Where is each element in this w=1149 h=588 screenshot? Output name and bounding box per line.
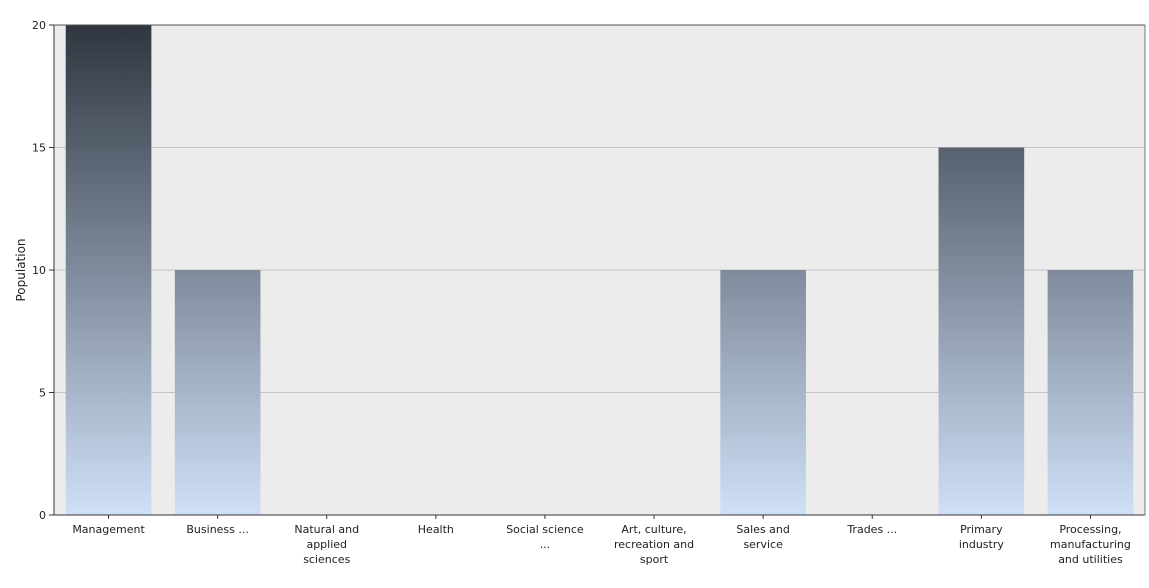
x-category-label-line: Sales and	[736, 523, 789, 536]
x-category-label-line: ...	[540, 538, 551, 551]
bars	[65, 25, 1134, 515]
x-category-label-line: applied	[306, 538, 347, 551]
x-category-label-line: sciences	[303, 553, 350, 566]
x-category-label-line: recreation and	[614, 538, 694, 551]
y-axis-title: Population	[14, 238, 28, 301]
y-tick-label: 10	[32, 264, 46, 277]
x-category-label-line: sport	[640, 553, 669, 566]
bar	[1047, 270, 1134, 515]
bar	[174, 270, 261, 515]
y-tick-label: 0	[39, 509, 46, 522]
x-category-label: Sales and service	[736, 523, 789, 551]
x-category-label-line: industry	[959, 538, 1005, 551]
x-category-label: Art, culture, recreation and sport	[614, 523, 694, 566]
x-category-label-line: Trades ...	[846, 523, 897, 536]
x-category-label-line: Art, culture,	[621, 523, 686, 536]
y-tick-labels: 0 5 10 15 20	[32, 19, 54, 522]
x-category-label-line: manufacturing	[1050, 538, 1131, 551]
x-category-label-line: Processing,	[1059, 523, 1121, 536]
x-category-label: Social science...	[506, 523, 584, 551]
x-category-label-line: Social science	[506, 523, 584, 536]
x-category-label: Management	[72, 523, 145, 536]
y-tick-label: 15	[32, 142, 46, 155]
x-category-label-line: Primary	[960, 523, 1003, 536]
x-category-label: Natural and applied sciences	[294, 523, 359, 566]
x-category-labels: Management Business ... Natural and applied…	[72, 515, 1131, 566]
x-category-label-line: Management	[72, 523, 145, 536]
y-tick-label: 20	[32, 19, 46, 32]
x-category-label-line: service	[743, 538, 783, 551]
x-category-label-line: Business ...	[186, 523, 249, 536]
x-category-label-line: and utilities	[1058, 553, 1123, 566]
x-category-label: Processing, manufacturing and utilities	[1050, 523, 1131, 566]
x-category-label: Trades ...	[846, 523, 897, 536]
bar	[938, 147, 1025, 515]
bar	[720, 270, 806, 515]
x-category-label: Primary industry	[959, 523, 1005, 551]
x-category-label-line: Natural and	[294, 523, 359, 536]
x-category-label-line: Health	[418, 523, 454, 536]
bar	[65, 25, 152, 515]
x-category-label: Business ...	[186, 523, 249, 536]
x-category-label: Health	[418, 523, 454, 536]
y-tick-label: 5	[39, 387, 46, 400]
